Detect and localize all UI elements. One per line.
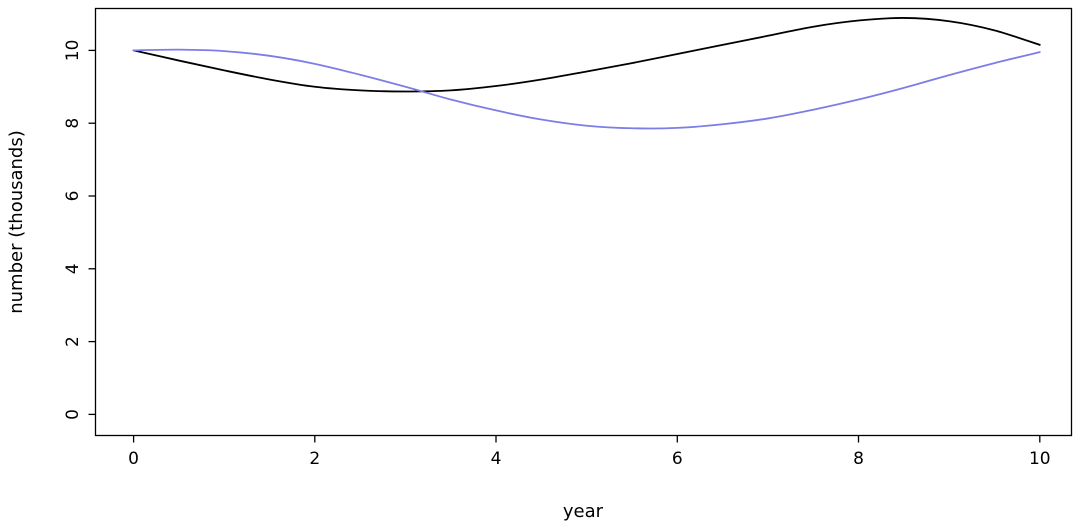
series-lines [132, 17, 1041, 130]
y-tick-label: 4 [63, 263, 83, 274]
plot-box [94, 7, 1073, 437]
y-tick-label: 8 [63, 118, 83, 129]
x-tick-label: 4 [491, 449, 502, 469]
y-tick-label: 10 [63, 40, 83, 62]
x-tick-label: 0 [128, 449, 139, 469]
y-tick-label: 2 [63, 336, 83, 347]
x-tick-label: 8 [853, 449, 864, 469]
y-axis-ticks: 0 2 4 6 8 10 [63, 40, 96, 420]
y-tick-label: 6 [63, 191, 83, 202]
x-tick-label: 6 [672, 449, 683, 469]
series-blue-line [132, 48, 1041, 130]
x-axis-label: year [563, 501, 604, 522]
y-axis-label: number (thousands) [6, 130, 27, 314]
x-tick-label: 10 [1029, 449, 1051, 469]
x-tick-label: 2 [309, 449, 320, 469]
series-black-line [132, 17, 1041, 93]
y-tick-label: 0 [63, 409, 83, 420]
x-axis-ticks: 0 2 4 6 8 10 [128, 435, 1051, 469]
